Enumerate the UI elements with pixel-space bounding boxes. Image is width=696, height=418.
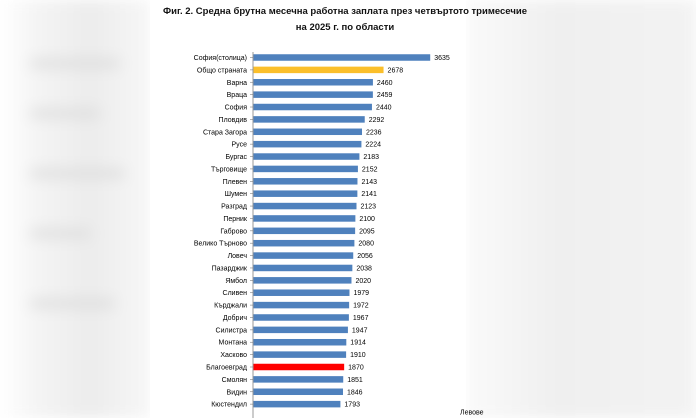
bar [253, 277, 352, 284]
data-label: 2056 [357, 253, 373, 260]
category-label: Варна [227, 80, 247, 87]
data-label: 2183 [363, 154, 379, 161]
data-label: 1972 [353, 303, 369, 310]
data-label: 2100 [359, 216, 375, 223]
data-label: 2236 [366, 129, 382, 136]
category-label: София(столица) [194, 55, 247, 62]
category-label: Благоевград [206, 365, 247, 372]
data-label: 2678 [388, 67, 404, 74]
category-label: Смолян [222, 377, 247, 384]
data-label: 2080 [358, 241, 374, 248]
data-label: 1914 [350, 340, 366, 347]
data-label: 1967 [353, 315, 369, 322]
bar [253, 264, 353, 272]
data-label: 1870 [348, 365, 364, 372]
chart-title-line-2: на 2025 г. по области [295, 22, 395, 33]
data-label: 3635 [434, 55, 450, 62]
category-label: Търговище [211, 166, 247, 173]
data-label: 1947 [352, 327, 368, 334]
category-label: Добрич [223, 314, 248, 322]
data-label: 1910 [350, 352, 366, 359]
category-label: Ловеч [228, 253, 248, 260]
chart-title: Фиг. 2. Средна брутна месечна работна за… [150, 4, 540, 36]
category-label: Шумен [225, 191, 248, 198]
category-label: Велико Търново [194, 241, 247, 248]
category-label: Сливен [223, 290, 248, 297]
category-label: Разград [221, 204, 247, 211]
bar [253, 400, 341, 408]
bar [253, 66, 384, 74]
bar [253, 227, 356, 235]
x-axis-label: Левове [460, 410, 484, 417]
category-label: Плевен [223, 179, 248, 186]
category-label: Ямбол [225, 277, 247, 285]
data-label: 1793 [344, 402, 360, 409]
bar [253, 190, 358, 197]
data-label: 2152 [362, 166, 378, 173]
bar [253, 178, 358, 185]
category-label: Русе [232, 142, 248, 149]
category-label: Монтана [219, 340, 248, 347]
category-label: Кърджали [214, 303, 247, 310]
bar [253, 54, 431, 61]
bar [253, 314, 349, 321]
bar [253, 91, 373, 98]
bar [253, 252, 354, 259]
bar [253, 103, 372, 111]
data-label: 2459 [377, 92, 393, 99]
bar [253, 215, 356, 222]
category-label: Пловдив [219, 117, 248, 124]
data-label: 2038 [356, 265, 372, 272]
category-label: Общо страната [197, 66, 247, 74]
bar [253, 128, 363, 136]
bar [253, 388, 343, 396]
data-label: 2141 [361, 191, 377, 198]
chart-title-line-1: Фиг. 2. Средна брутна месечна работна за… [163, 6, 527, 17]
data-label: 1851 [347, 377, 363, 384]
bar [253, 351, 347, 358]
data-label: 2292 [369, 117, 385, 124]
category-label: Габрово [220, 227, 247, 235]
bar [253, 301, 350, 309]
bar [253, 165, 358, 173]
bar [253, 79, 373, 86]
bar [253, 116, 365, 123]
data-label: 1979 [353, 290, 369, 297]
category-label: Кюстендил [211, 402, 247, 409]
category-label: Бургас [225, 154, 247, 161]
bar [253, 363, 345, 371]
bar [253, 326, 348, 334]
blurred-background-left [0, 0, 150, 418]
data-label: 2460 [377, 80, 393, 87]
data-label: 2095 [359, 228, 375, 235]
data-label: 1846 [347, 389, 363, 396]
data-label: 2123 [360, 204, 376, 211]
bar [253, 289, 350, 296]
category-label: Пазарджик [212, 265, 248, 272]
bar [253, 140, 362, 148]
data-label: 2143 [361, 179, 377, 186]
bar [253, 202, 357, 210]
data-label: 2224 [365, 142, 381, 149]
data-label: 2440 [376, 105, 392, 112]
category-label: Видин [227, 389, 248, 396]
category-label: Перник [223, 216, 248, 223]
category-label: Стара Загора [203, 129, 247, 136]
bar [253, 153, 360, 160]
category-label: Силистра [216, 327, 248, 334]
bar [253, 338, 347, 346]
category-label: Враца [227, 92, 247, 99]
blurred-background-right [466, 0, 696, 418]
data-label: 2020 [355, 278, 371, 285]
category-label: Хасково [220, 352, 247, 359]
bar [253, 376, 344, 383]
category-label: София [225, 105, 248, 112]
bar [253, 239, 355, 247]
